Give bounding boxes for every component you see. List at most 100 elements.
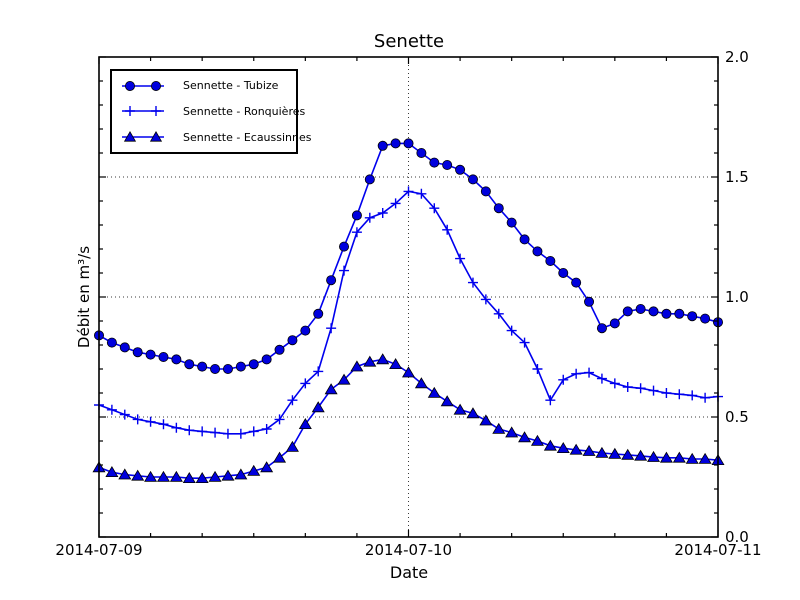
marker-circle bbox=[171, 354, 182, 365]
marker-triangle bbox=[453, 403, 467, 415]
marker-plus bbox=[261, 424, 272, 434]
marker-plus bbox=[248, 426, 259, 437]
x-axis-label: Date bbox=[389, 563, 429, 582]
marker-circle bbox=[416, 147, 427, 158]
marker-circle bbox=[390, 138, 401, 149]
marker-circle bbox=[532, 246, 543, 257]
marker-triangle bbox=[363, 355, 377, 367]
marker-circle bbox=[313, 308, 324, 319]
legend-label-tubize: Sennette - Tubize bbox=[183, 79, 279, 93]
marker-circle bbox=[635, 303, 646, 314]
marker-plus bbox=[132, 414, 143, 425]
series-ronquieres bbox=[94, 186, 723, 439]
marker-circle bbox=[571, 277, 582, 288]
marker-plus bbox=[158, 419, 169, 430]
plus-marker-icon bbox=[122, 106, 164, 117]
marker-plus bbox=[480, 294, 491, 305]
marker-triangle bbox=[685, 452, 699, 464]
triangle-marker-icon bbox=[122, 131, 164, 142]
marker-circle bbox=[558, 267, 569, 278]
marker-circle bbox=[377, 140, 388, 151]
marker-plus bbox=[119, 409, 130, 420]
marker-circle bbox=[429, 157, 440, 168]
marker-circle bbox=[351, 210, 362, 221]
marker-plus bbox=[403, 186, 414, 197]
marker-circle bbox=[326, 275, 337, 286]
marker-plus bbox=[390, 198, 401, 209]
marker-circle bbox=[442, 159, 453, 170]
legend-item-ecaussinnes: Sennette - Ecaussinnes bbox=[120, 129, 312, 145]
y-axis-label: Débit en m³/s bbox=[75, 245, 93, 349]
marker-triangle bbox=[105, 466, 119, 478]
marker-triangle bbox=[505, 426, 519, 438]
marker-triangle bbox=[466, 407, 480, 419]
marker-plus bbox=[364, 212, 375, 223]
marker-triangle bbox=[479, 414, 493, 426]
marker-triangle bbox=[492, 422, 506, 434]
marker-circle bbox=[274, 344, 285, 355]
marker-circle bbox=[648, 306, 659, 317]
marker-triangle bbox=[672, 451, 686, 463]
marker-triangle bbox=[440, 395, 454, 407]
x-tick-label-2014-07-09: 2014-07-09 bbox=[55, 541, 143, 559]
marker-circle bbox=[545, 255, 556, 266]
marker-triangle bbox=[414, 377, 428, 389]
marker-circle bbox=[493, 203, 504, 214]
marker-triangle bbox=[556, 442, 570, 454]
marker-triangle bbox=[337, 373, 351, 385]
marker-circle bbox=[158, 351, 169, 362]
marker-triangle bbox=[324, 383, 338, 395]
marker-circle bbox=[132, 347, 143, 358]
marker-plus bbox=[300, 378, 311, 389]
marker-triangle bbox=[298, 418, 312, 430]
marker-plus bbox=[313, 366, 324, 377]
marker-circle bbox=[235, 361, 246, 372]
legend-label-ronquieres: Sennette - Ronquières bbox=[183, 104, 306, 118]
marker-triangle bbox=[647, 450, 661, 462]
marker-triangle bbox=[260, 461, 274, 473]
marker-triangle bbox=[285, 440, 299, 452]
marker-triangle bbox=[595, 446, 609, 458]
marker-plus bbox=[571, 368, 582, 379]
marker-plus bbox=[222, 428, 233, 439]
marker-triangle bbox=[311, 401, 325, 413]
marker-circle bbox=[622, 306, 633, 317]
marker-plus bbox=[467, 277, 478, 288]
y-tick-label-2.0: 2.0 bbox=[725, 48, 749, 66]
marker-triangle bbox=[698, 452, 712, 464]
marker-plus bbox=[700, 392, 711, 403]
x-tick-label-2014-07-10: 2014-07-10 bbox=[364, 541, 453, 559]
marker-circle bbox=[519, 234, 530, 245]
marker-plus bbox=[687, 390, 698, 401]
marker-plus bbox=[558, 374, 569, 385]
marker-plus bbox=[584, 367, 595, 378]
marker-circle bbox=[119, 342, 130, 353]
marker-triangle bbox=[182, 472, 196, 484]
marker-plus bbox=[339, 265, 350, 276]
marker-circle bbox=[687, 311, 698, 322]
marker-circle bbox=[700, 313, 711, 324]
marker-triangle bbox=[376, 353, 390, 365]
marker-circle bbox=[403, 138, 414, 149]
marker-circle bbox=[197, 361, 208, 372]
marker-triangle bbox=[621, 448, 635, 460]
marker-circle bbox=[300, 325, 311, 336]
marker-plus bbox=[287, 395, 298, 406]
marker-plus bbox=[416, 188, 427, 199]
marker-circle bbox=[339, 241, 350, 252]
series-ecaussinnes bbox=[92, 353, 725, 484]
marker-circle bbox=[184, 359, 195, 370]
circle-marker-icon bbox=[122, 80, 164, 91]
marker-triangle bbox=[247, 464, 261, 476]
marker-triangle bbox=[221, 469, 235, 481]
marker-circle bbox=[364, 174, 375, 185]
marker-circle bbox=[596, 323, 607, 334]
marker-circle bbox=[584, 296, 595, 307]
y-tick-label-1.5: 1.5 bbox=[725, 168, 749, 186]
marker-plus bbox=[674, 389, 685, 400]
marker-circle bbox=[106, 337, 117, 348]
marker-circle bbox=[287, 335, 298, 346]
legend-label-ecaussinnes: Sennette - Ecaussinnes bbox=[183, 130, 312, 144]
